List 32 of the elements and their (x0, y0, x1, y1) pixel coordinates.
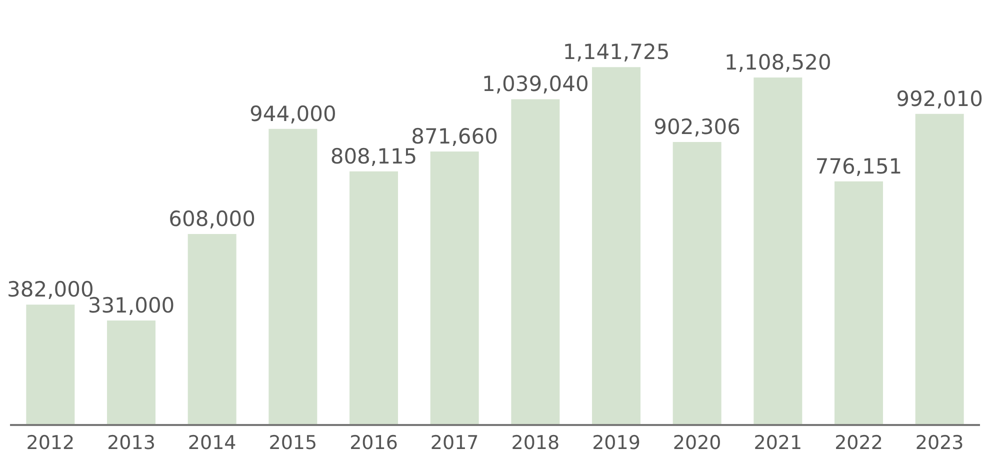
bar (672, 142, 722, 424)
x-tick-label: 2014 (188, 432, 236, 454)
bar (915, 114, 964, 424)
x-tick-label: 2023 (915, 432, 964, 454)
bar (268, 128, 318, 424)
bar (350, 171, 398, 424)
x-tick-label: 2015 (268, 432, 318, 454)
x-tick-label: 2020 (672, 432, 722, 454)
bar (107, 320, 156, 424)
data-label: 944,000 (250, 102, 336, 126)
x-tick-label: 2021 (754, 432, 802, 454)
bar (26, 304, 75, 424)
x-tick-label: 2018 (511, 432, 560, 454)
bar (511, 99, 560, 424)
x-tick-label: 2019 (592, 432, 640, 454)
x-tick-label: 2016 (350, 432, 398, 454)
x-tick-label: 2017 (430, 432, 479, 454)
bar (592, 67, 640, 424)
data-label: 992,010 (896, 86, 983, 111)
bar (834, 181, 883, 424)
data-label: 1,141,725 (562, 40, 670, 64)
bar (430, 152, 479, 424)
bar (188, 234, 236, 424)
data-label: 776,151 (815, 154, 902, 178)
x-tick-label: 2013 (107, 432, 156, 454)
data-label: 902,306 (654, 114, 740, 139)
bar (754, 77, 802, 424)
data-label: 1,039,040 (482, 72, 589, 96)
data-label: 608,000 (168, 206, 256, 231)
x-tick-label: 2022 (834, 432, 883, 454)
x-tick-label: 2012 (26, 432, 75, 454)
data-label: 1,108,520 (724, 50, 832, 74)
